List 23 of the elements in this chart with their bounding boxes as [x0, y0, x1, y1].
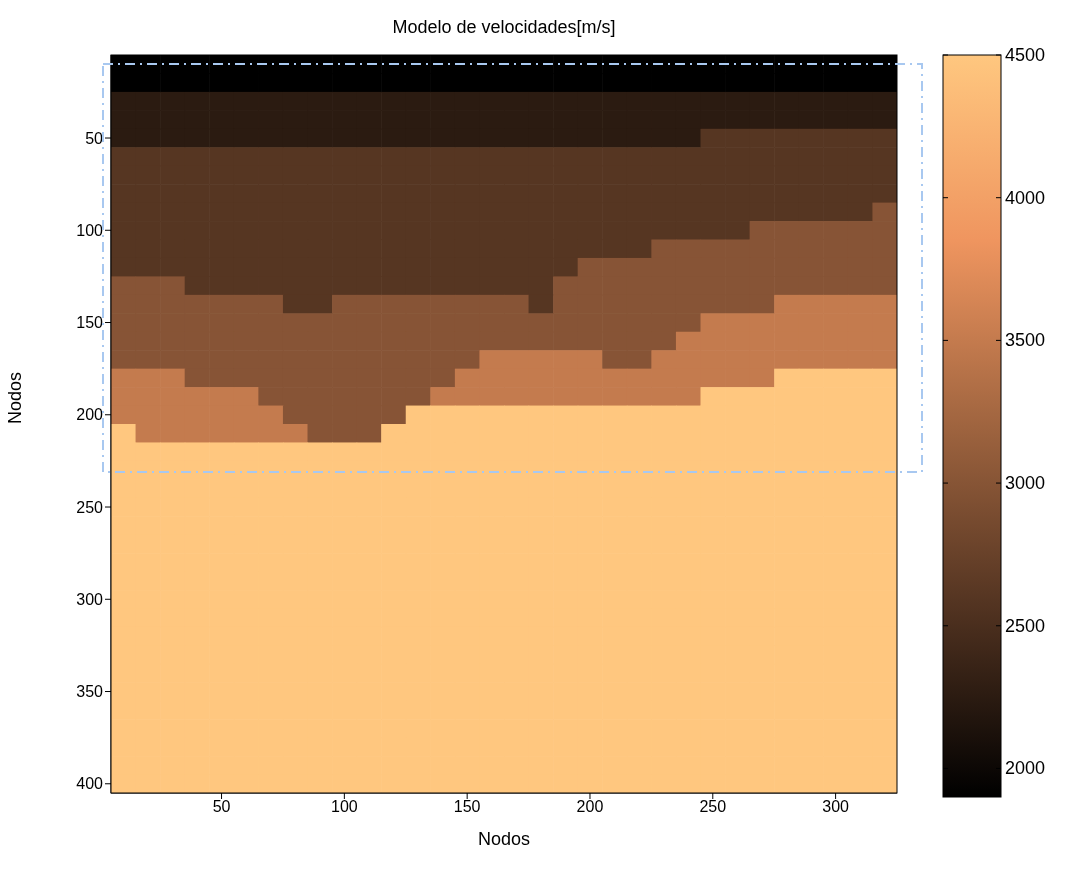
y-tick-label: 200	[76, 406, 104, 424]
y-axis-title: Nodos	[5, 371, 26, 424]
x-tick-label: 300	[822, 798, 850, 816]
y-tick-label: 350	[76, 683, 104, 701]
color-bar-label: 4500	[1005, 45, 1046, 65]
x-tick-label: 200	[576, 798, 604, 816]
y-tick-label: 100	[76, 221, 104, 239]
x-axis-title: Nodos	[477, 829, 531, 849]
y-tick-label: 250	[76, 498, 104, 516]
x-tick-label: 150	[453, 798, 481, 816]
color-bar-label: 4000	[1005, 187, 1046, 208]
chart-title: Modelo de velocidades[m/s]	[392, 17, 616, 37]
color-bar-label: 2500	[1005, 615, 1046, 636]
x-tick-label: 100	[330, 798, 358, 816]
y-tick-label: 50	[85, 129, 104, 147]
color-bar-label: 2000	[1005, 758, 1046, 779]
y-tick-label: 150	[76, 314, 104, 332]
color-bar-label: 3500	[1005, 330, 1046, 351]
y-tick-label: 400	[76, 775, 104, 793]
y-tick-label: 300	[76, 590, 104, 608]
x-tick-label: 50	[212, 798, 231, 816]
x-tick-label: 250	[699, 798, 727, 816]
color-bar-label: 3000	[1005, 473, 1046, 494]
